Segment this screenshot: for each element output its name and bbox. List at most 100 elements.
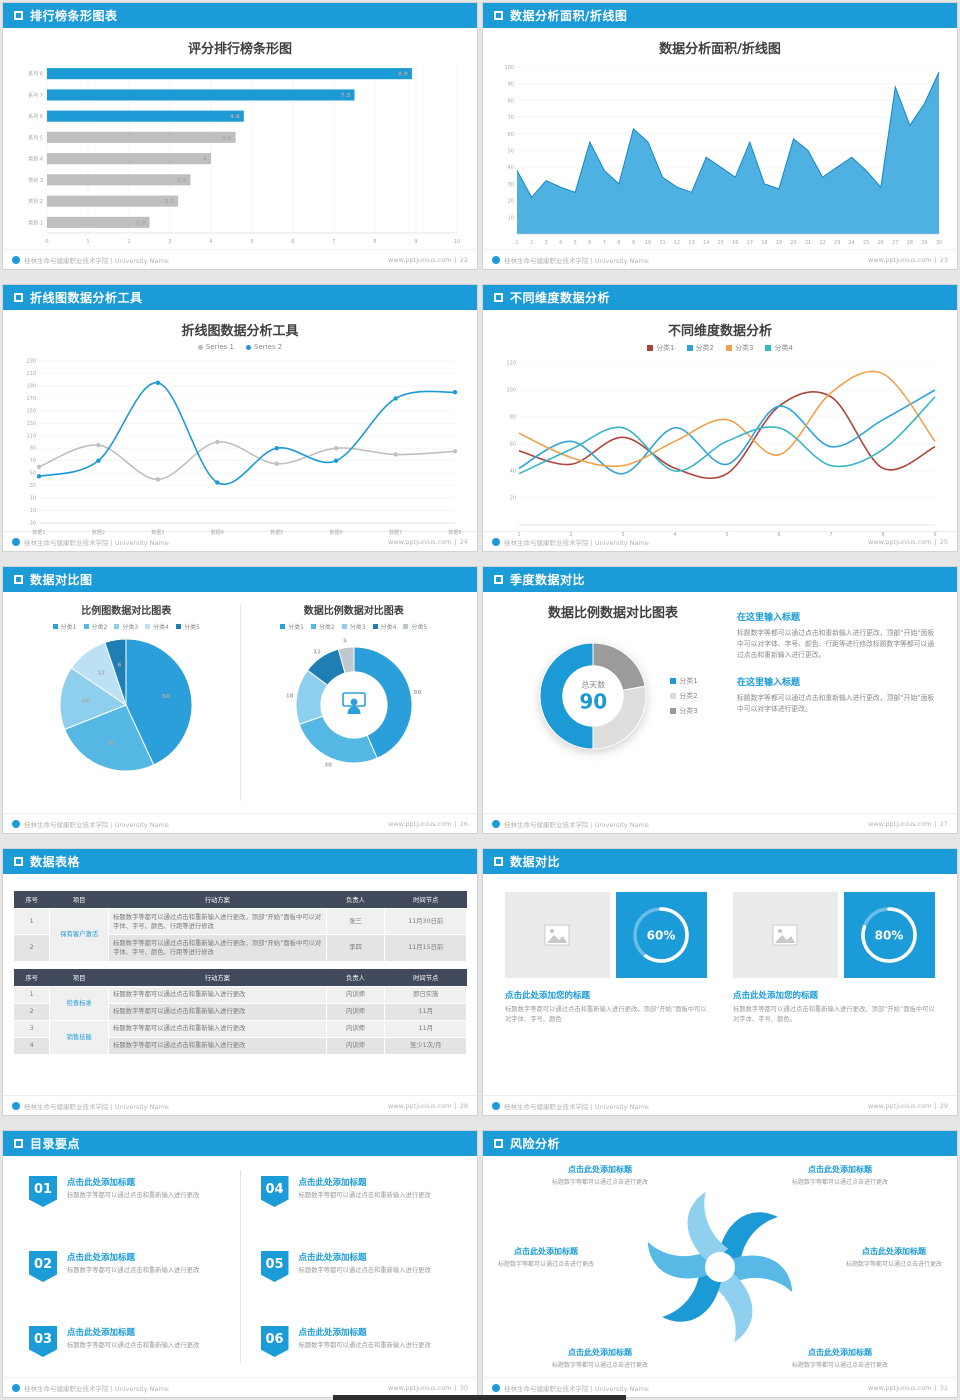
svg-text:数据5: 数据5 [270,529,283,536]
divider [239,604,241,801]
svg-text:16: 16 [732,240,738,246]
svg-text:-30: -30 [28,521,36,527]
toc-desc: 标题数字等都可以通过点击和重新输入进行更改 [298,1267,431,1274]
footer-site: www.pptjunius.com [867,1101,932,1110]
footer-org: 桂林生命与健康职业技术学院 | University Name [504,1102,649,1111]
slide-27[interactable]: 季度数据对比 数据比例数据对比图表 总天数 90 分类1 分类2 分类3 在 [482,566,958,834]
svg-text:70: 70 [508,115,514,121]
slide-31[interactable]: 风险分析 点击此处添加标题 标题数字等都可以通过点击进行更改 点击此处添加标题 … [482,1130,958,1398]
toc-desc: 标题数字等都可以通过点击和重新输入进行更改 [298,1342,431,1349]
footer-page-number: 28 [459,1101,468,1110]
donut-chart: 50 30 18 12 5 [284,635,424,775]
slide-header: 数据对比图 [3,567,477,592]
svg-text:30: 30 [30,483,36,489]
svg-text:10: 10 [645,240,651,246]
svg-text:4.6: 4.6 [222,135,232,141]
number-badge: 05 [260,1251,289,1282]
slide-24[interactable]: 折线图数据分析工具 折线图数据分析工具 Series 1 Series 2 -30… [2,284,478,552]
percent-box: 80% [843,892,935,978]
svg-text:数据6: 数据6 [330,529,343,536]
square-bullet-icon [14,11,23,20]
svg-text:0: 0 [45,239,48,245]
svg-text:50: 50 [30,471,36,477]
svg-text:4: 4 [559,240,562,246]
euro-icon: € [752,1282,760,1293]
footer-page-number: 30 [459,1383,468,1392]
slide-28[interactable]: 数据表格 序号 项目 行动方案 负责人 时间节点 1 保有客户激活 标题数字等都… [2,848,478,1116]
card-body: 标题数字等都可以通过点击和重新输入进行更改，顶部“开始”面板中可以对字体、字号、… [733,1006,935,1024]
area-chart: 10 20 30 40 50 60 70 80 90 100 1 2 3 4 5 6 7 8 9 10 11 12 13 14… [493,59,947,247]
chart-legend: 分类1 分类2 分类3 分类4 分类5 [52,620,200,633]
toc-desc: 标题数字等都可以通过点击和重新输入进行更改 [67,1267,200,1274]
risk-label: 点击此处添加标题 标题数字等都可以通过点击进行更改 [497,1247,594,1268]
svg-text:21: 21 [805,240,811,246]
logo-icon [12,255,20,264]
footer-org: 桂林生命与健康职业技术学院 | University Name [504,538,649,547]
svg-text:5: 5 [250,239,253,245]
toc-item: 03 点击此处添加标题 标题数字等都可以通过点击和重新输入进行更改 [29,1326,220,1357]
toc-item: 02 点击此处添加标题 标题数字等都可以通过点击和重新输入进行更改 [29,1251,220,1282]
slide-23[interactable]: 数据分析面积/折线图 数据分析面积/折线图 10 20 30 40 50 60 70 80 90… [482,2,958,270]
slide-30[interactable]: 目录要点 01 点击此处添加标题 标题数字等都可以通过点击和重新输入进行更改 02… [2,1130,478,1398]
project-cell: 检查标准 [49,985,110,1021]
svg-text:20: 20 [508,199,514,205]
svg-text:24: 24 [849,240,855,246]
footer-org: 桂林生命与健康职业技术学院 | University Name [24,1384,169,1393]
donut-panel: 数据比例数据对比图表 总天数 90 分类1 分类2 分类3 [493,594,733,811]
chart-legend: Series 1 Series 2 [13,341,467,353]
svg-text:7: 7 [603,240,606,246]
svg-text:14: 14 [703,240,709,246]
svg-text:9: 9 [632,240,635,246]
svg-text:23: 23 [834,240,840,246]
svg-text:10: 10 [508,215,514,221]
scroll-indicator[interactable] [333,1395,626,1400]
slide-footer: 桂林生命与健康职业技术学院 | University Name www.pptj… [483,531,957,551]
text-block-body: 标题数字等都可以通过点击和重新输入进行更改，顶部“开始”面板中可以对字体进行更改… [737,693,935,713]
svg-text:3: 3 [545,240,548,246]
svg-text:27: 27 [892,240,898,246]
square-bullet-icon [494,11,503,20]
slide-header-title: 折线图数据分析工具 [30,291,143,305]
number-badge: 02 [29,1251,57,1282]
slide-footer: 桂林生命与健康职业技术学院 | University Name www.pptj… [483,813,957,833]
svg-text:50: 50 [162,694,170,700]
svg-text:5: 5 [574,240,577,246]
svg-text:6: 6 [588,240,591,246]
svg-text:26: 26 [878,240,884,246]
toc-desc: 标题数字等都可以通过点击和重新输入进行更改 [67,1342,200,1349]
card-title: 点击此处添加您的标题 [505,991,591,1001]
donut-center-label: 总天数 [581,680,606,690]
image-placeholder-icon [772,924,798,946]
chart-legend: 分类1 分类2 分类3 [670,674,698,718]
svg-text:22: 22 [819,240,825,246]
svg-text:40: 40 [510,469,516,475]
table-header-cell: 负责人 [326,968,385,986]
svg-text:4.8: 4.8 [230,114,240,120]
svg-text:数据8: 数据8 [448,529,461,536]
slide-25[interactable]: 不同维度数据分析 不同维度数据分析 分类1 分类2 分类3 分类4 20 40 60 80 1… [482,284,958,552]
list-icon: ≡ [680,1282,688,1293]
svg-text:110: 110 [26,433,36,439]
svg-text:190: 190 [26,383,36,389]
text-block-body: 标题数字等都可以通过点击和重新输入进行更改，顶部“开始”面板中可以对字体、字号、… [737,629,935,660]
progress-ring: 60% [630,904,692,966]
slide-header-title: 数据表格 [30,855,81,869]
svg-text:130: 130 [26,421,36,427]
slide-26[interactable]: 数据对比图 比例图数据对比图表 分类1 分类2 分类3 分类4 分类5 50 30 18 12… [2,566,478,834]
svg-text:12: 12 [313,649,321,655]
toc-item: 05 点击此处添加标题 标题数字等都可以通过点击和重新输入进行更改 [260,1251,452,1282]
line-chart: -30 -10 10 30 50 70 90 110 130 150 170 190 210 230 数据1… [13,353,467,537]
donut-center-value: 90 [579,689,608,714]
svg-text:28: 28 [907,240,913,246]
svg-text:230: 230 [26,359,36,365]
donut-chart [528,631,658,761]
donut-center: 总天数 90 [579,680,607,713]
slide-header: 风险分析 [483,1131,957,1156]
logo-icon [492,1101,500,1110]
percent-box: 60% [615,892,707,978]
slide-22[interactable]: 排行榜条形图表 评分排行榜条形图 0 1 2 3 4 5 6 7 8 9 10 系列 8 8.9 系列 7… [2,2,478,270]
svg-text:90: 90 [508,82,514,88]
risk-pinwheel-diagram: ¥ $ € % ≡ ◔ [645,1191,795,1342]
slide-29[interactable]: 数据对比 60% 点击此处添加您的标题 标题数字等都可以通过点击和重新输入进行更… [482,848,958,1116]
pie-panel-left: 比例图数据对比图表 分类1 分类2 分类3 分类4 分类5 50 30 18 12 6 [13,594,240,811]
